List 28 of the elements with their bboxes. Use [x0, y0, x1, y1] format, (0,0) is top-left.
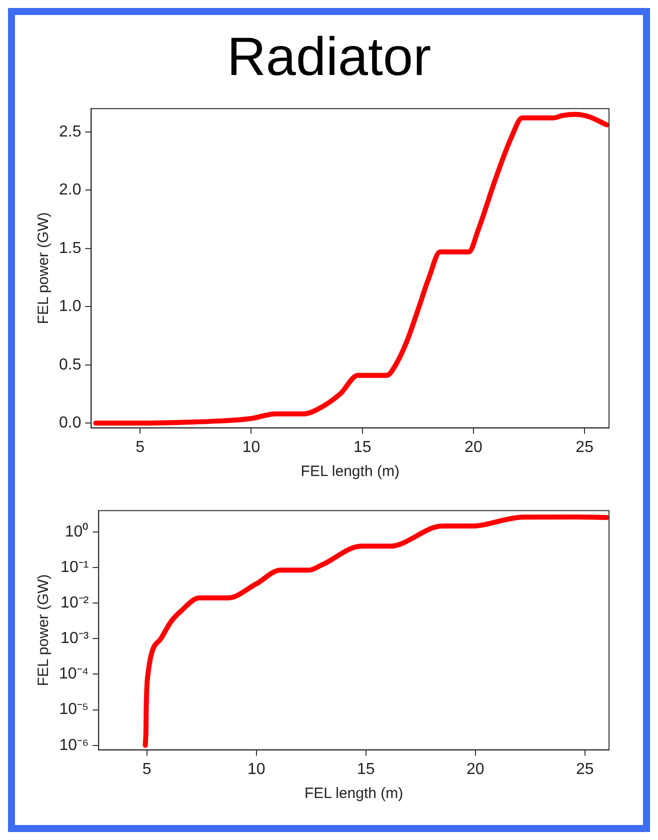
- x-axis-title: FEL length (m): [304, 785, 404, 802]
- y-axis-title: FEL power (GW): [35, 574, 52, 686]
- x-tick-label: 5: [142, 760, 152, 778]
- y-tick-label: 2.0: [58, 182, 82, 199]
- x-tick-label: 5: [136, 438, 145, 456]
- x-tick-label: 20: [466, 760, 484, 778]
- y-tick-label: 10⁰: [64, 522, 89, 540]
- x-tick-label: 10: [242, 438, 260, 456]
- y-tick-label: 2.5: [58, 123, 82, 140]
- x-tick-label: 15: [356, 760, 375, 778]
- y-tick-label: 10⁻⁴: [59, 666, 89, 683]
- chart-title: Radiator: [226, 26, 432, 89]
- x-tick-label: 25: [576, 760, 594, 778]
- y-axis-title: FEL power (GW): [35, 212, 52, 324]
- y-tick-label: 0.5: [58, 356, 82, 374]
- y-tick-label: 0.0: [58, 414, 82, 432]
- y-tick-label: 1.5: [58, 240, 82, 257]
- x-tick-label: 15: [353, 438, 372, 456]
- y-tick-label: 10⁻³: [60, 630, 90, 648]
- y-tick-label: 1.0: [58, 298, 82, 316]
- y-tick-label: 10⁻⁵: [59, 701, 89, 718]
- x-tick-label: 25: [576, 438, 594, 456]
- y-tick-label: 10⁻¹: [60, 558, 89, 576]
- y-tick-label: 10⁻⁶: [59, 736, 89, 754]
- x-axis-title: FEL length (m): [300, 463, 400, 480]
- x-tick-label: 10: [247, 760, 266, 778]
- x-tick-label: 20: [464, 438, 482, 456]
- y-tick-label: 10⁻²: [60, 594, 90, 612]
